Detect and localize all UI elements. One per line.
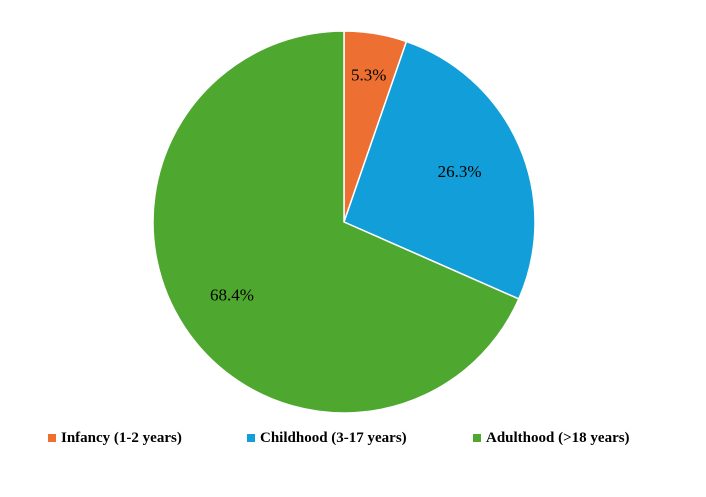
pie-slices — [152, 30, 536, 414]
data-label-3: 68.4% — [210, 286, 254, 305]
legend-label-3: Adulthood (>18 years) — [486, 430, 630, 446]
legend-swatch-1 — [48, 434, 56, 442]
legend-label-2: Childhood (3-17 years) — [260, 430, 407, 446]
legend-item-3: Adulthood (>18 years) — [473, 430, 630, 446]
data-label-2: 26.3% — [438, 162, 482, 181]
legend-swatch-2 — [247, 434, 255, 442]
legend-item-1: Infancy (1-2 years) — [48, 430, 182, 446]
legend-label-1: Infancy (1-2 years) — [61, 430, 182, 446]
pie-data-labels: 5.3% 26.3% 68.4% — [210, 66, 481, 305]
legend-swatch-3 — [473, 434, 481, 442]
legend-item-2: Childhood (3-17 years) — [247, 430, 407, 446]
legend: Infancy (1-2 years) Childhood (3-17 years… — [48, 430, 630, 446]
data-label-1: 5.3% — [351, 66, 386, 85]
pie-slice-3 — [152, 30, 520, 414]
pie-slice-2 — [343, 40, 536, 300]
